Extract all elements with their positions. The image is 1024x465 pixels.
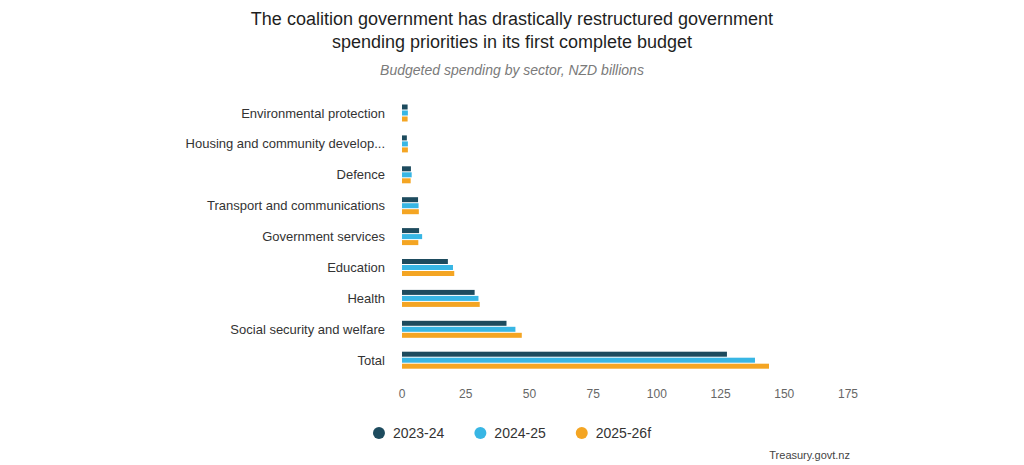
bar: [402, 364, 769, 369]
tick-label: 150: [774, 387, 794, 401]
subtitle: Budgeted spending by sector, NZD billion…: [212, 62, 812, 78]
bar: [402, 105, 408, 110]
bar: [402, 352, 727, 357]
bar: [402, 327, 515, 332]
category-label: Total: [358, 353, 386, 368]
tick-label: 0: [399, 387, 406, 401]
bar: [402, 265, 453, 270]
chart: Environmental protection Housing and comm…: [0, 0, 1024, 465]
category-label: Housing and community develop...: [186, 136, 385, 151]
bar: [402, 240, 418, 245]
legend-label: 2023-24: [393, 425, 445, 441]
category-label: Health: [347, 291, 385, 306]
bar: [402, 228, 419, 233]
bar: [402, 166, 411, 171]
bar: [402, 296, 478, 301]
bar: [402, 271, 454, 276]
legend-swatch: [373, 427, 385, 439]
bar: [402, 172, 412, 177]
bar: [402, 302, 480, 307]
bars: [402, 105, 769, 369]
legend-swatch: [474, 427, 486, 439]
bar: [402, 197, 418, 202]
bar: [402, 178, 411, 183]
bar: [402, 234, 422, 239]
bar: [402, 358, 755, 363]
tick-label: 100: [647, 387, 667, 401]
category-label: Social security and welfare: [230, 322, 385, 337]
category-label: Environmental protection: [241, 106, 385, 121]
source: Treasury.govt.nz: [769, 449, 850, 461]
bar: [402, 321, 506, 326]
tick-label: 50: [523, 387, 537, 401]
bar: [402, 117, 408, 122]
bar: [402, 259, 448, 264]
bar: [402, 111, 408, 116]
tick-label: 125: [711, 387, 731, 401]
legend-label: 2025-26f: [596, 425, 651, 441]
category-label: Education: [327, 260, 385, 275]
tick-label: 75: [586, 387, 600, 401]
category-label: Defence: [337, 167, 385, 182]
bar: [402, 141, 408, 146]
category-label: Government services: [262, 229, 385, 244]
title: The coalition government has drastically…: [212, 8, 812, 54]
bar: [402, 135, 407, 140]
bar: [402, 147, 408, 152]
tick-label: 25: [459, 387, 473, 401]
bar: [402, 209, 419, 214]
category-label: Transport and communications: [207, 198, 385, 213]
bar: [402, 333, 522, 338]
tick-label: 175: [838, 387, 858, 401]
legend: 2023-24 2024-25 2025-26f: [373, 425, 651, 441]
bar: [402, 203, 419, 208]
bar: [402, 290, 475, 295]
legend-swatch: [576, 427, 588, 439]
legend-label: 2024-25: [494, 425, 546, 441]
